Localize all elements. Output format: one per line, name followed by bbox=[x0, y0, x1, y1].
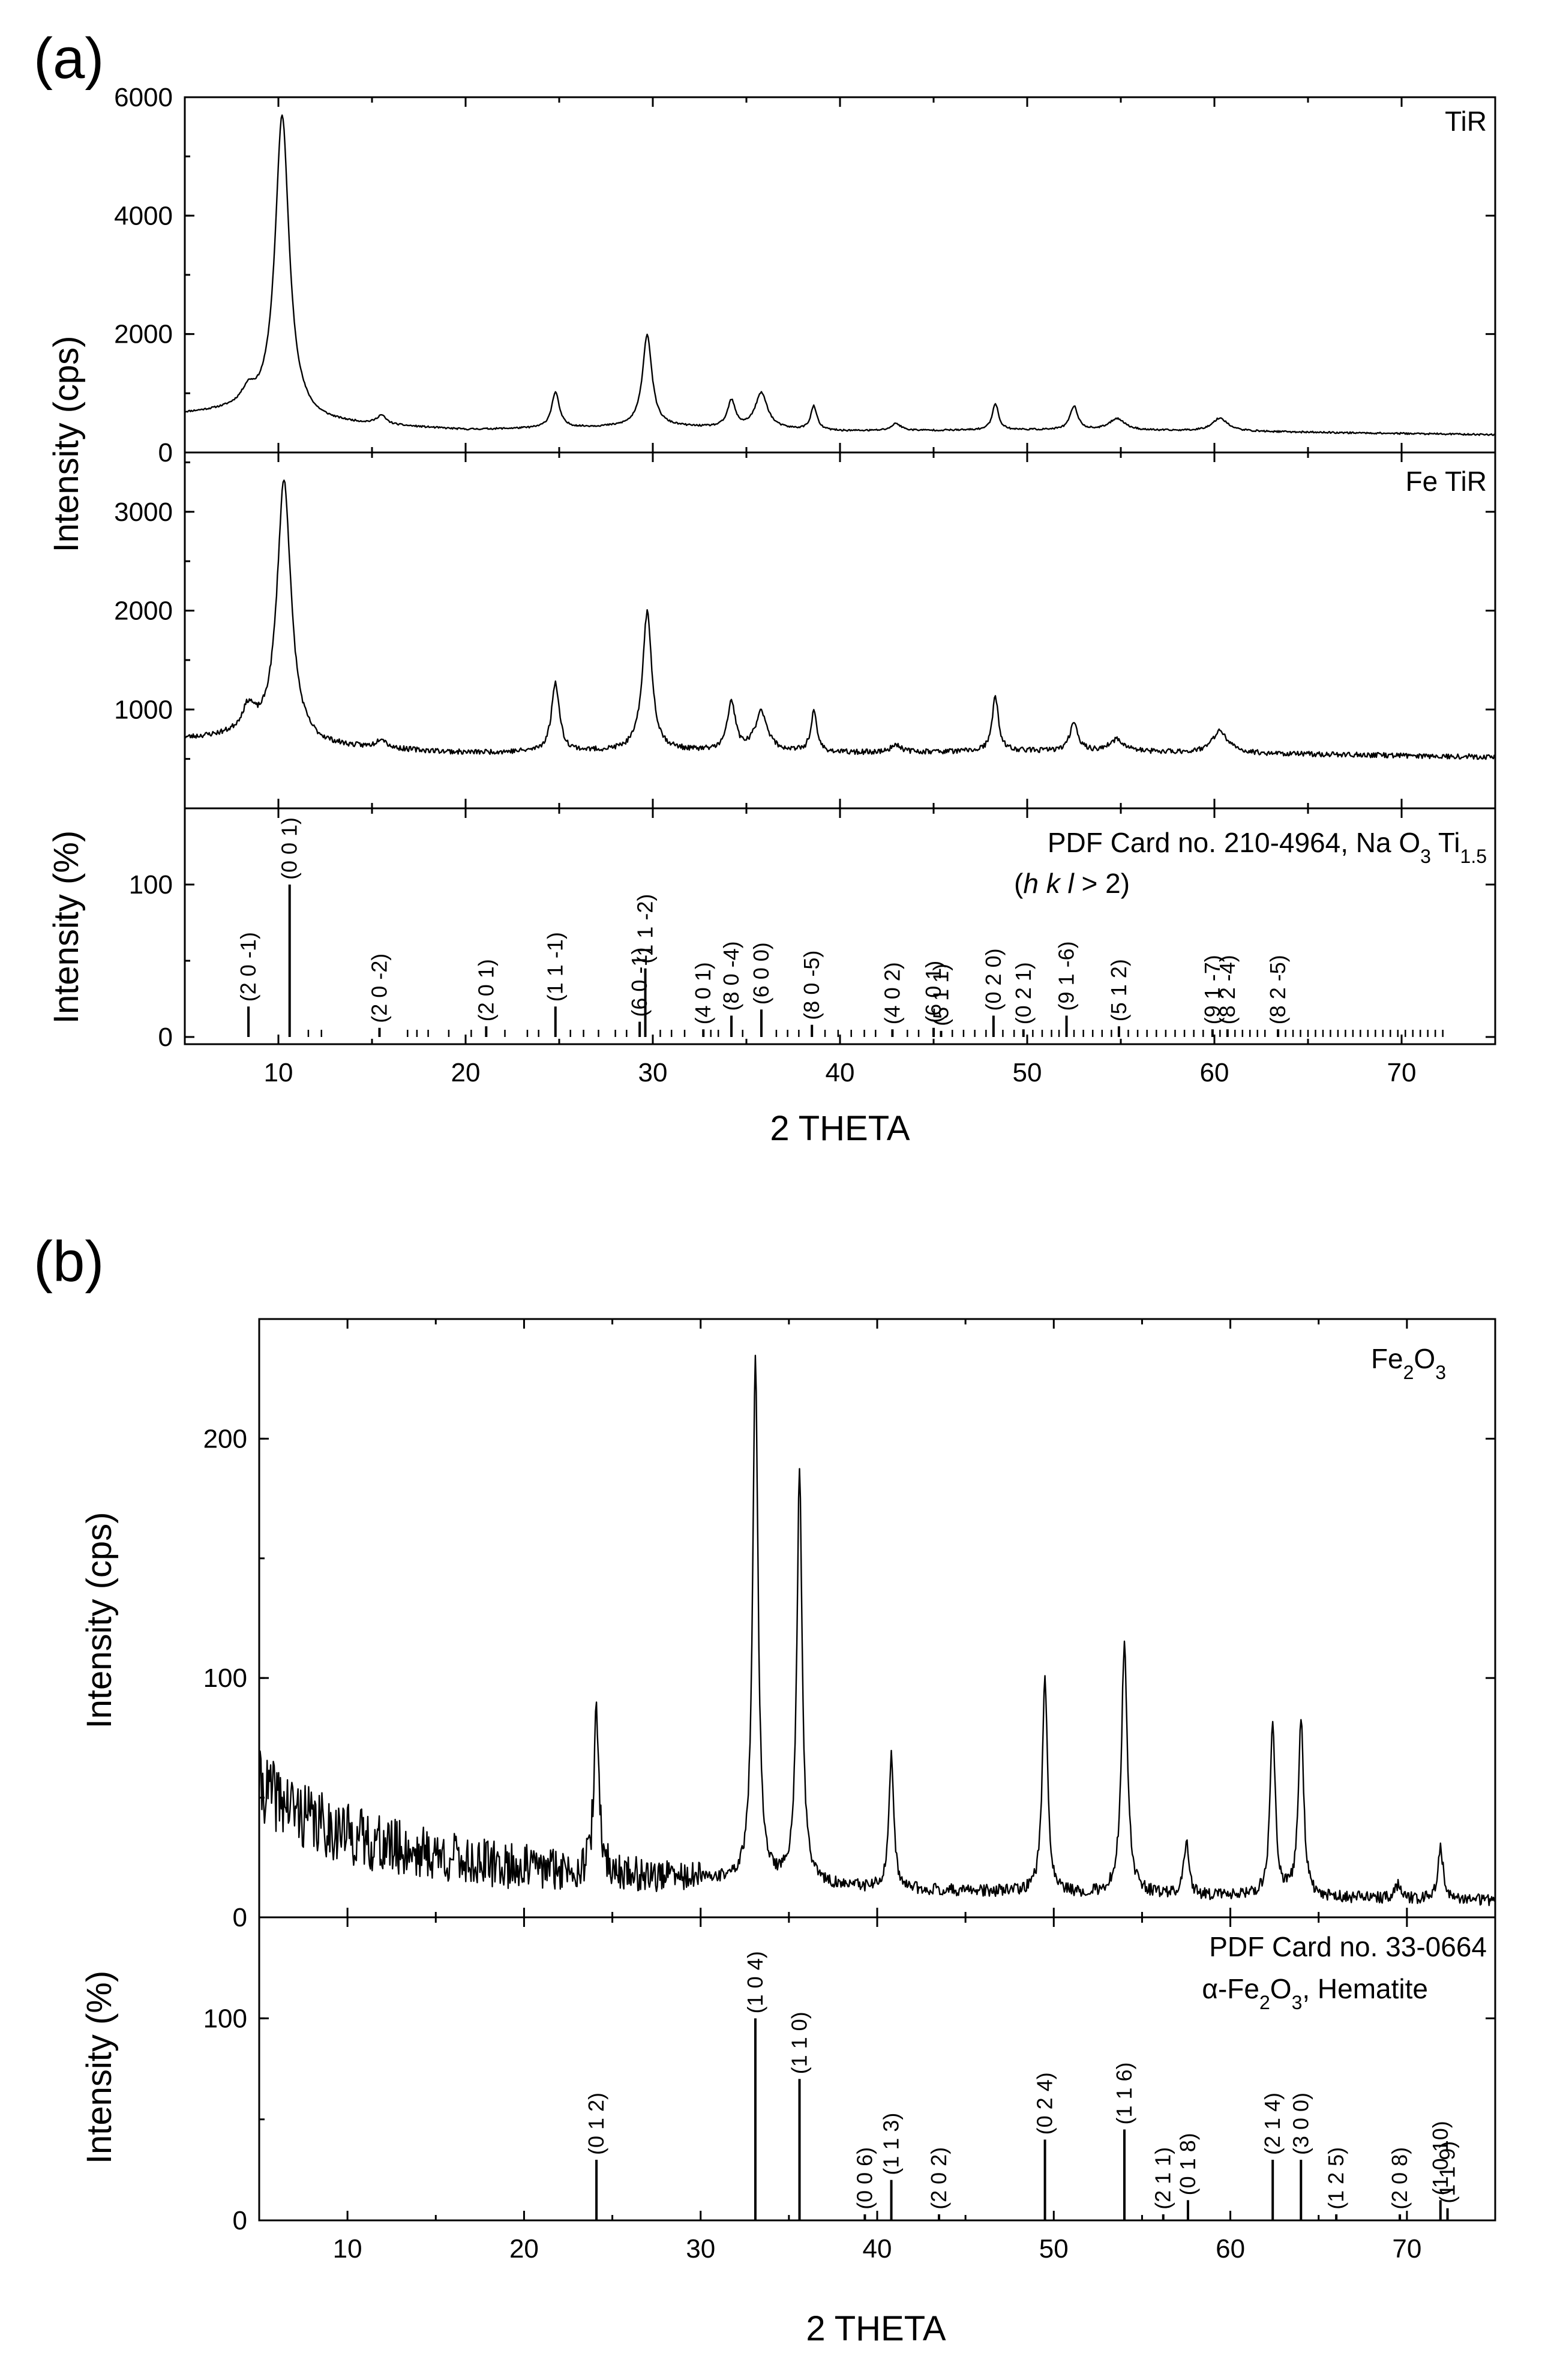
pdf-ti-y-tick-label: 100 bbox=[129, 870, 173, 900]
pdf-fe-x-tick-label: 20 bbox=[509, 2234, 539, 2264]
pdf-ti-hkl-label: (2 0 -1) bbox=[236, 932, 260, 1002]
pdf-fe-plot-frame bbox=[258, 1916, 1496, 2222]
pdf-ti-hkl-label: (6 0 -1) bbox=[627, 948, 652, 1017]
panel-a-pdf-y-axis-title: Intensity (%) bbox=[47, 831, 86, 1024]
pdf-fe-hkl-label: (3 0 0) bbox=[1288, 2093, 1313, 2155]
pdf-fe-hkl-label: (2 1 1) bbox=[1151, 2147, 1175, 2210]
pdf-ti-hkl-label: (8 2 -5) bbox=[1265, 955, 1290, 1024]
pdf-ti-hkl-filter-label: (h k l > 2) bbox=[1014, 868, 1130, 899]
panel-a-x-axis-title: 2 THETA bbox=[770, 1109, 910, 1148]
pdf-ti-hkl-label: (0 0 1) bbox=[277, 817, 302, 880]
tir-diffraction-line bbox=[184, 114, 1496, 436]
pdf-ti-hkl-label: (0 2 0) bbox=[981, 948, 1006, 1011]
pdf-fe-hkl-label: (1 1 0) bbox=[787, 2012, 812, 2074]
panel-b-label: (b) bbox=[34, 1230, 104, 1294]
pdf-ti-hkl-label: (2 0 -2) bbox=[367, 954, 391, 1023]
tir-y-tick-label: 6000 bbox=[114, 83, 173, 112]
pdf-ti-hkl-label: (8 0 -5) bbox=[799, 951, 824, 1020]
pdf-fe-card-label: PDF Card no. 33-0664 bbox=[1209, 1931, 1487, 1962]
pdf-ti-hkl-label: (1 1 -1) bbox=[543, 932, 568, 1002]
pdf-fe-hkl-label: (1 1 9) bbox=[1435, 2141, 1460, 2204]
pdf-ti-hkl-label: (6 0 0) bbox=[749, 942, 773, 1005]
fe-tir-series-label: Fe TiR bbox=[1406, 466, 1487, 497]
pdf-fe-x-tick-label: 50 bbox=[1039, 2234, 1069, 2264]
pdf-fe-y-tick-label: 100 bbox=[203, 2004, 247, 2033]
panel-b-pdf-y-axis-title: Intensity (%) bbox=[80, 1971, 119, 2164]
pdf-fe-hkl-label: (0 1 2) bbox=[584, 2093, 608, 2155]
pdf-fe-x-tick-label: 10 bbox=[333, 2234, 362, 2264]
pdf-ti-hkl-label: (8 0 -4) bbox=[719, 941, 743, 1011]
pdf-ti-x-tick-label: 70 bbox=[1387, 1058, 1417, 1087]
pdf-fe-hkl-label: (1 0 10) bbox=[1428, 2121, 1453, 2195]
pdf-ti-hkl-label: (1 1 -2) bbox=[633, 894, 658, 964]
tir-y-tick-label: 0 bbox=[158, 438, 173, 467]
pdf-ti-x-tick-label: 30 bbox=[638, 1058, 668, 1087]
panel-b-y-axis-title: Intensity (cps) bbox=[80, 1512, 119, 1729]
pdf-ti-hkl-label: (8 2 -4) bbox=[1215, 955, 1240, 1024]
pdf-ti-hkl-label: (6 0 1) bbox=[921, 961, 946, 1023]
pdf-ti-hkl-label: (0 2 1) bbox=[1011, 962, 1036, 1024]
pdf-ti-hkl-label: (2 0 1) bbox=[473, 959, 498, 1021]
tir-y-tick-label: 2000 bbox=[114, 320, 173, 349]
pdf-ti-hkl-label: (9 1 -6) bbox=[1054, 941, 1079, 1011]
fe2o3-series-label: Fe2O3 bbox=[1371, 1343, 1446, 1383]
pdf-ti-x-tick-label: 50 bbox=[1013, 1058, 1042, 1087]
fe-tir-y-tick-label: 2000 bbox=[114, 597, 173, 626]
pdf-fe-hkl-label: (2 0 2) bbox=[926, 2147, 951, 2210]
pdf-ti-x-tick-label: 40 bbox=[826, 1058, 855, 1087]
pdf-fe-hkl-label: (1 0 4) bbox=[743, 1951, 767, 2013]
pdf-ti-card-label: PDF Card no. 210-4964, Na O3 Ti1.5 bbox=[1048, 827, 1487, 867]
fe2o3-y-tick-label: 0 bbox=[233, 1903, 247, 1932]
pdf-fe-hkl-label: (2 0 8) bbox=[1387, 2147, 1412, 2210]
pdf-ti-hkl-label: (4 0 2) bbox=[880, 962, 904, 1024]
fe-tir-y-tick-label: 3000 bbox=[114, 497, 173, 527]
pdf-ti-y-tick-label: 0 bbox=[158, 1023, 173, 1052]
fe2o3-y-tick-label: 100 bbox=[203, 1663, 247, 1693]
pdf-ti-x-tick-label: 20 bbox=[451, 1058, 481, 1087]
panel-b-x-axis-title: 2 THETA bbox=[806, 2309, 946, 2348]
fe2o3-y-tick-label: 200 bbox=[203, 1424, 247, 1453]
pdf-ti-x-tick-label: 10 bbox=[264, 1058, 293, 1087]
pdf-fe-x-tick-label: 70 bbox=[1392, 2234, 1421, 2264]
pdf-fe-hkl-label: (1 1 6) bbox=[1112, 2062, 1136, 2124]
pdf-fe-hkl-label: (0 0 6) bbox=[852, 2147, 877, 2210]
pdf-fe-hkl-label: (1 1 3) bbox=[879, 2113, 904, 2175]
panel-a-label: (a) bbox=[34, 26, 104, 91]
pdf-ti-hkl-label: (5 1 2) bbox=[1106, 959, 1131, 1021]
pdf-ti-hkl-label: (9 1 -7) bbox=[1200, 955, 1225, 1024]
pdf-fe-hkl-label: (2 1 4) bbox=[1260, 2093, 1285, 2155]
pdf-fe-hkl-label: (0 2 4) bbox=[1033, 2072, 1057, 2135]
tir-plot-frame bbox=[184, 96, 1496, 454]
pdf-ti-x-tick-label: 60 bbox=[1200, 1058, 1229, 1087]
pdf-fe-phase-label: α-Fe2O3, Hematite bbox=[1202, 1973, 1428, 2013]
tir-y-tick-label: 4000 bbox=[114, 201, 173, 230]
pdf-ti-hkl-label: (5 1 1) bbox=[928, 964, 953, 1026]
pdf-fe-hkl-label: (0 1 8) bbox=[1175, 2133, 1200, 2195]
pdf-fe-x-tick-label: 40 bbox=[863, 2234, 892, 2264]
fe2o3-plot-frame bbox=[258, 1318, 1496, 1919]
fe-tir-diffraction-line bbox=[184, 479, 1496, 760]
pdf-ti-hkl-label: (4 0 1) bbox=[691, 962, 715, 1024]
pdf-fe-x-tick-label: 30 bbox=[686, 2234, 715, 2264]
pdf-fe-y-tick-label: 0 bbox=[233, 2206, 247, 2235]
pdf-fe-x-tick-label: 60 bbox=[1216, 2234, 1245, 2264]
fe-tir-y-tick-label: 1000 bbox=[114, 695, 173, 724]
panel-a-y-axis-title: Intensity (cps) bbox=[47, 336, 86, 553]
pdf-fe-hkl-label: (1 2 5) bbox=[1324, 2147, 1348, 2210]
fe2o3-diffraction-line bbox=[258, 1354, 1496, 1907]
tir-series-label: TiR bbox=[1445, 106, 1487, 137]
